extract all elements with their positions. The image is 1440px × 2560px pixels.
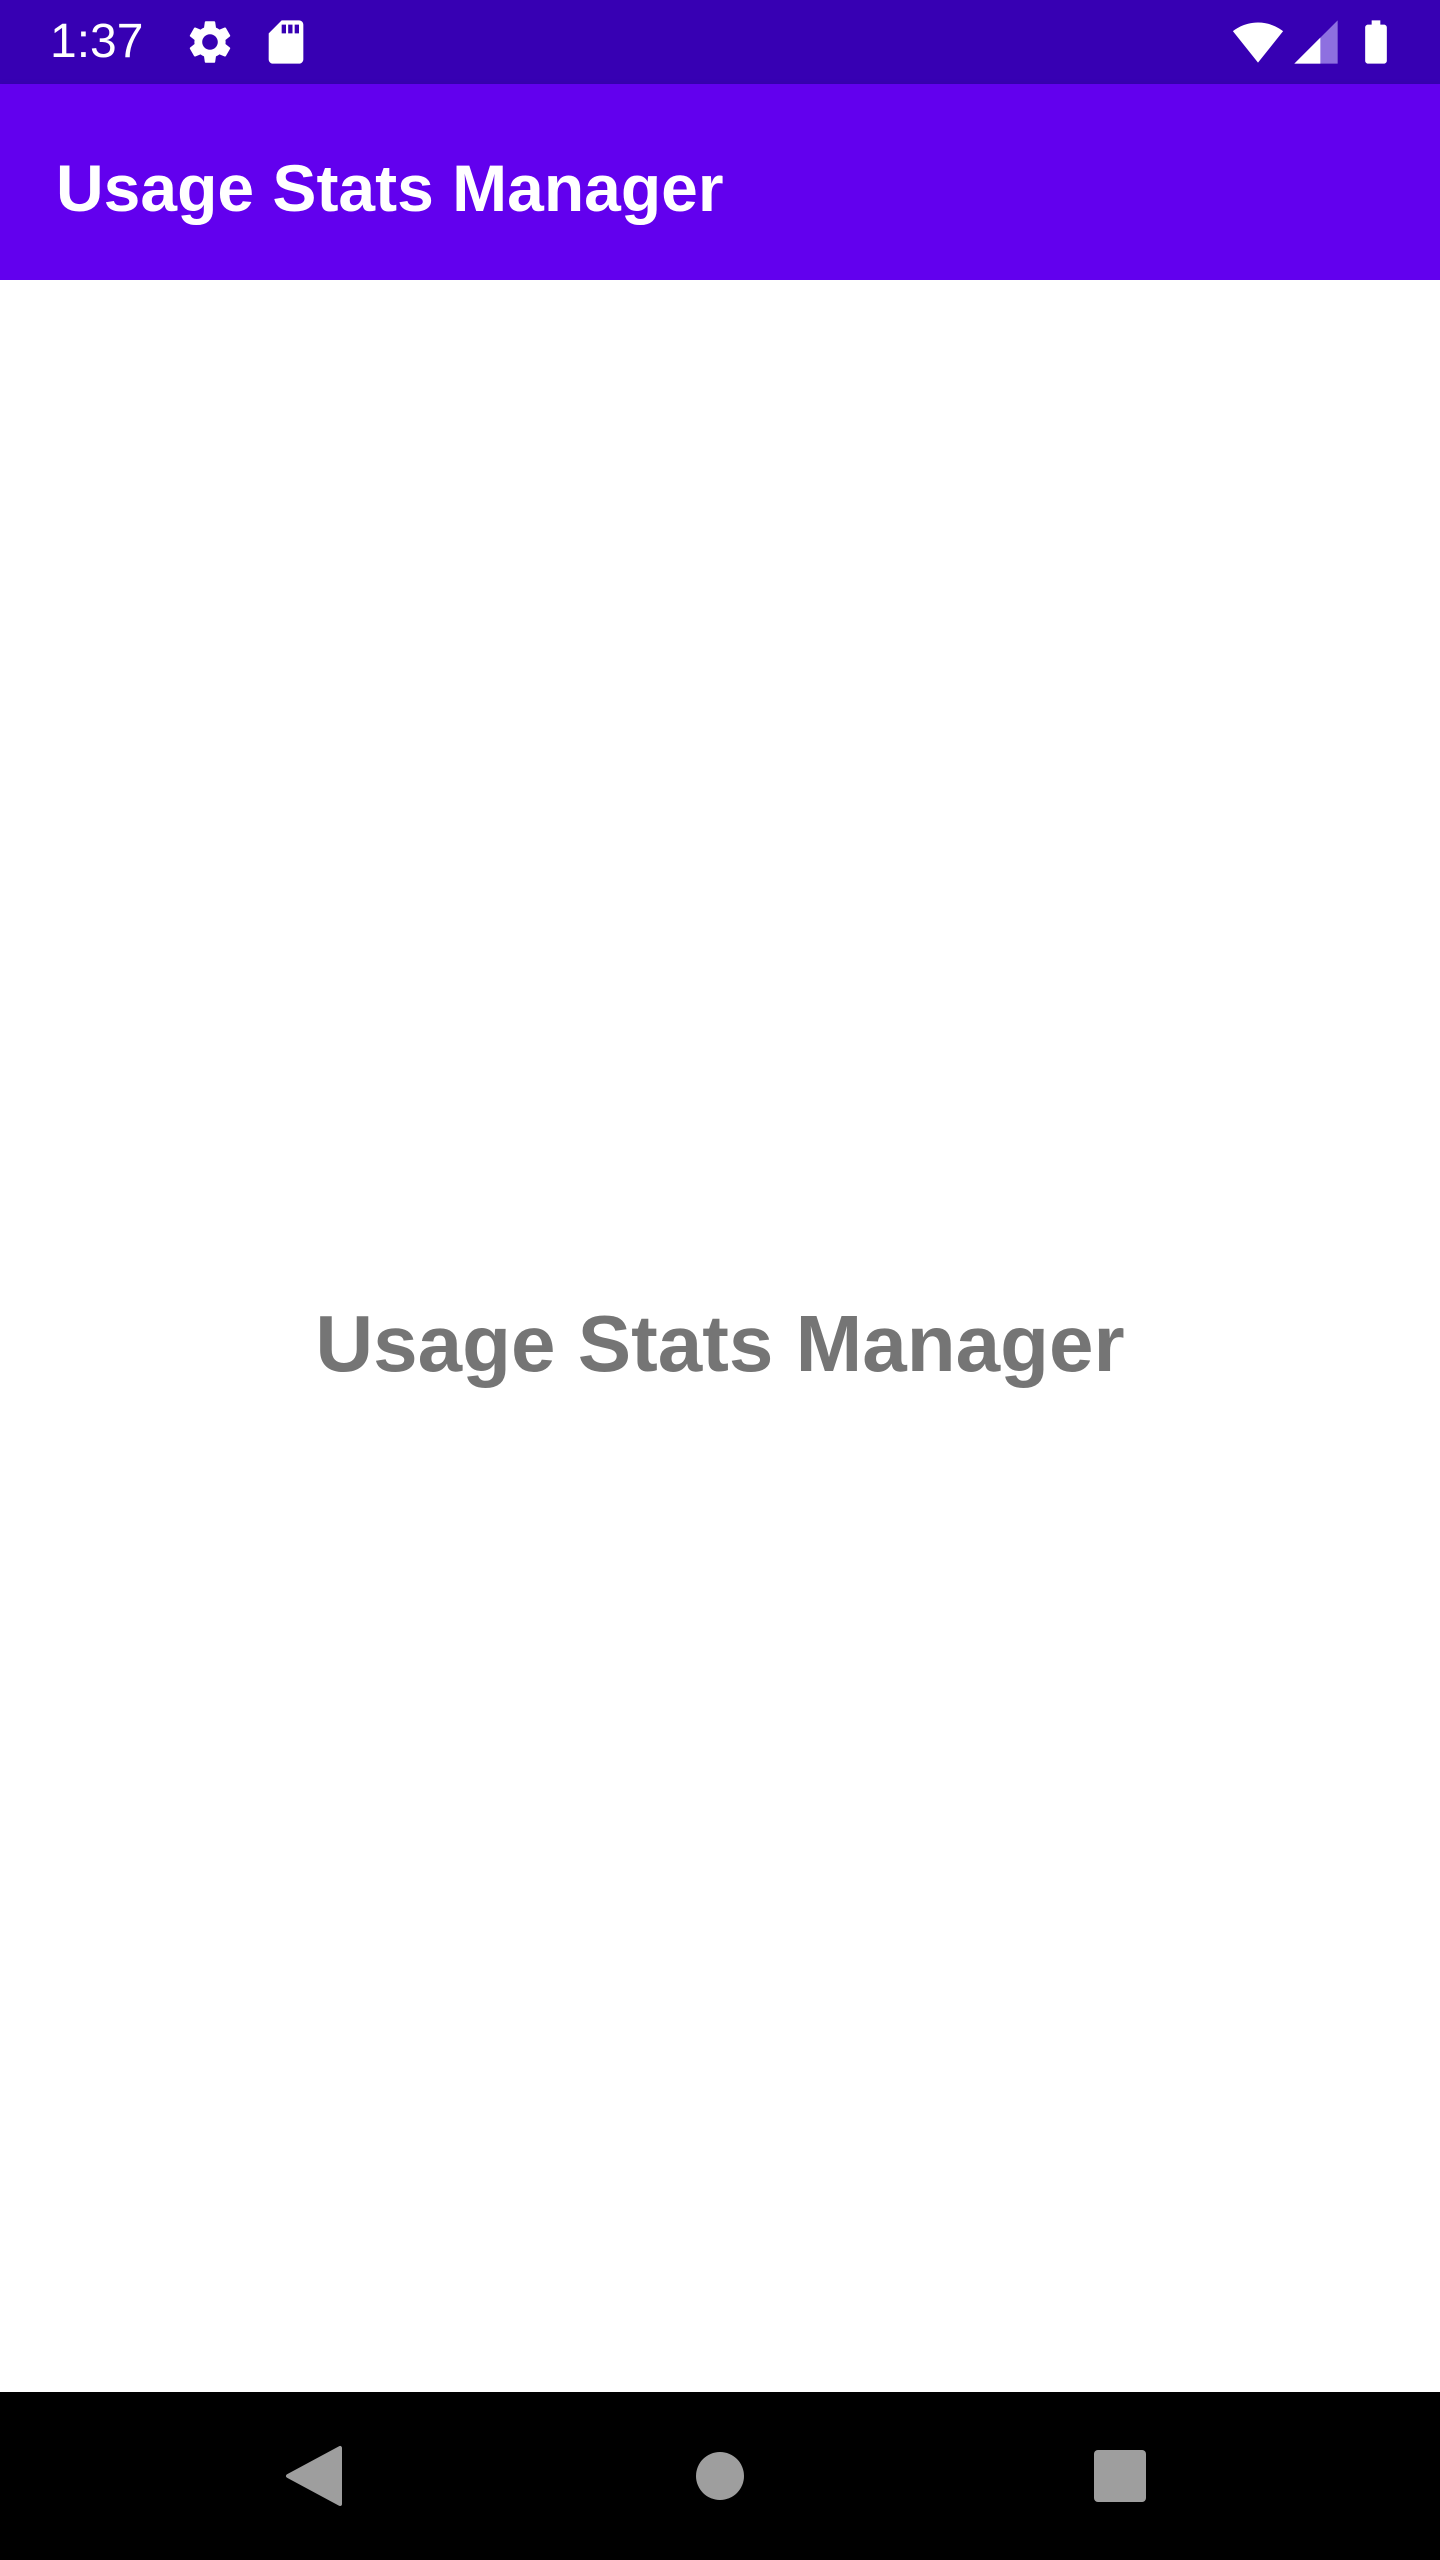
back-icon[interactable] (276, 2436, 356, 2516)
recents-icon[interactable] (1080, 2436, 1160, 2516)
center-label: Usage Stats Manager (315, 1299, 1125, 1388)
main-content: Usage Stats Manager (0, 280, 1440, 2392)
battery-icon (1350, 16, 1402, 68)
status-bar: 1:37 (0, 0, 1440, 84)
home-icon[interactable] (680, 2436, 760, 2516)
gear-icon (184, 16, 236, 68)
status-time: 1:37 (50, 15, 144, 68)
sd-card-icon (260, 16, 312, 68)
navigation-bar (0, 2392, 1440, 2560)
app-title: Usage Stats Manager (56, 151, 724, 225)
cellular-signal-icon (1290, 16, 1342, 68)
wifi-icon (1228, 16, 1288, 68)
app-bar: Usage Stats Manager (0, 84, 1440, 280)
